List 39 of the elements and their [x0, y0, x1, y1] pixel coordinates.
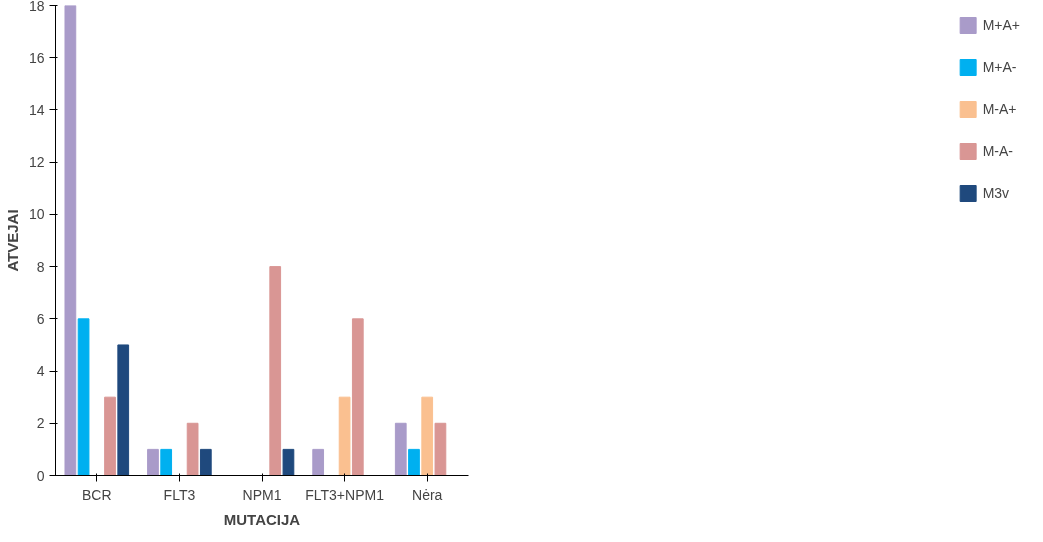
bar: [199, 448, 212, 476]
legend-label: M3v: [982, 185, 1010, 201]
legend-label: M+A+: [982, 17, 1020, 33]
bar: [269, 266, 282, 476]
bar: [282, 448, 295, 476]
bar: [394, 422, 407, 476]
x-tick-label: BCR: [82, 486, 112, 503]
bar: [338, 396, 351, 476]
x-tick-label: Nėra: [412, 486, 443, 503]
y-tick-label: 8: [36, 258, 45, 275]
bar: [77, 318, 90, 476]
bar: [351, 318, 364, 476]
y-tick-label: 18: [28, 0, 45, 14]
bar: [104, 396, 116, 476]
bar: [64, 5, 77, 476]
legend-label: M+A-: [982, 59, 1017, 75]
y-tick-label: 6: [36, 310, 45, 327]
y-tick-label: 10: [28, 206, 45, 223]
bar: [434, 422, 447, 476]
bar: [147, 448, 159, 476]
x-tick-label: FLT3+NPM1: [305, 486, 385, 503]
y-axis-title: ATVEJAI: [3, 209, 21, 272]
bar: [421, 396, 434, 476]
y-tick-label: 4: [36, 363, 45, 380]
bar: [117, 344, 130, 476]
y-tick-label: 16: [28, 49, 45, 66]
y-tick-label: 14: [28, 101, 45, 118]
bar: [160, 448, 173, 476]
y-tick-label: 12: [28, 154, 45, 171]
legend-label: M-A-: [982, 143, 1013, 159]
x-axis-title: MUTACIJA: [223, 510, 301, 528]
legend-label: M-A+: [982, 101, 1017, 117]
bar: [186, 422, 199, 476]
bar: [312, 448, 325, 476]
x-tick-label: FLT3: [163, 486, 196, 503]
x-tick-label: NPM1: [242, 486, 282, 503]
bar: [408, 448, 420, 476]
y-tick-label: 2: [36, 415, 45, 432]
y-tick-label: 0: [36, 467, 45, 484]
